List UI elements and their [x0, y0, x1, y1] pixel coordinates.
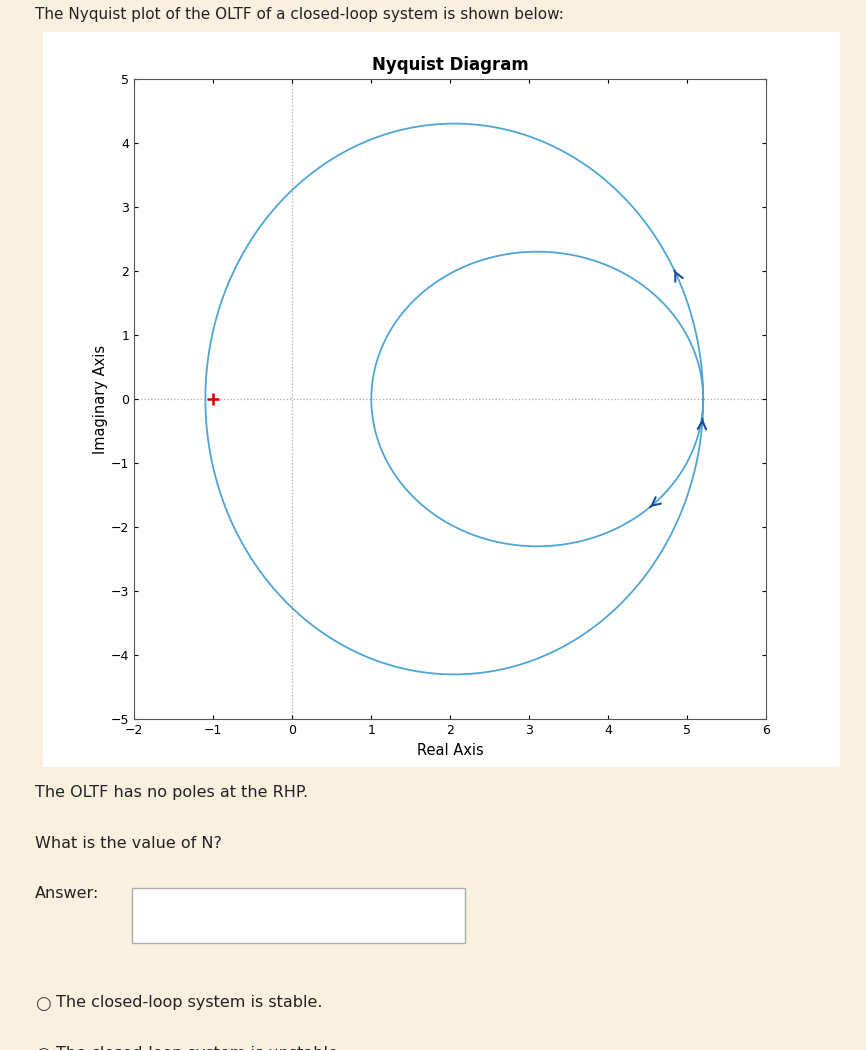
Text: The Nyquist plot of the OLTF of a closed-loop system is shown below:: The Nyquist plot of the OLTF of a closed…: [35, 7, 564, 22]
Y-axis label: Imaginary Axis: Imaginary Axis: [93, 344, 108, 454]
Text: The closed-loop system is stable.: The closed-loop system is stable.: [56, 995, 323, 1010]
Text: ○: ○: [35, 1046, 50, 1050]
Text: The closed-loop system is unstable.: The closed-loop system is unstable.: [56, 1046, 343, 1050]
X-axis label: Real Axis: Real Axis: [417, 742, 484, 758]
Text: ○: ○: [35, 995, 50, 1013]
Text: The OLTF has no poles at the RHP.: The OLTF has no poles at the RHP.: [35, 785, 307, 800]
Title: Nyquist Diagram: Nyquist Diagram: [372, 57, 529, 75]
Text: What is the value of N?: What is the value of N?: [35, 836, 222, 851]
Text: Answer:: Answer:: [35, 886, 99, 901]
